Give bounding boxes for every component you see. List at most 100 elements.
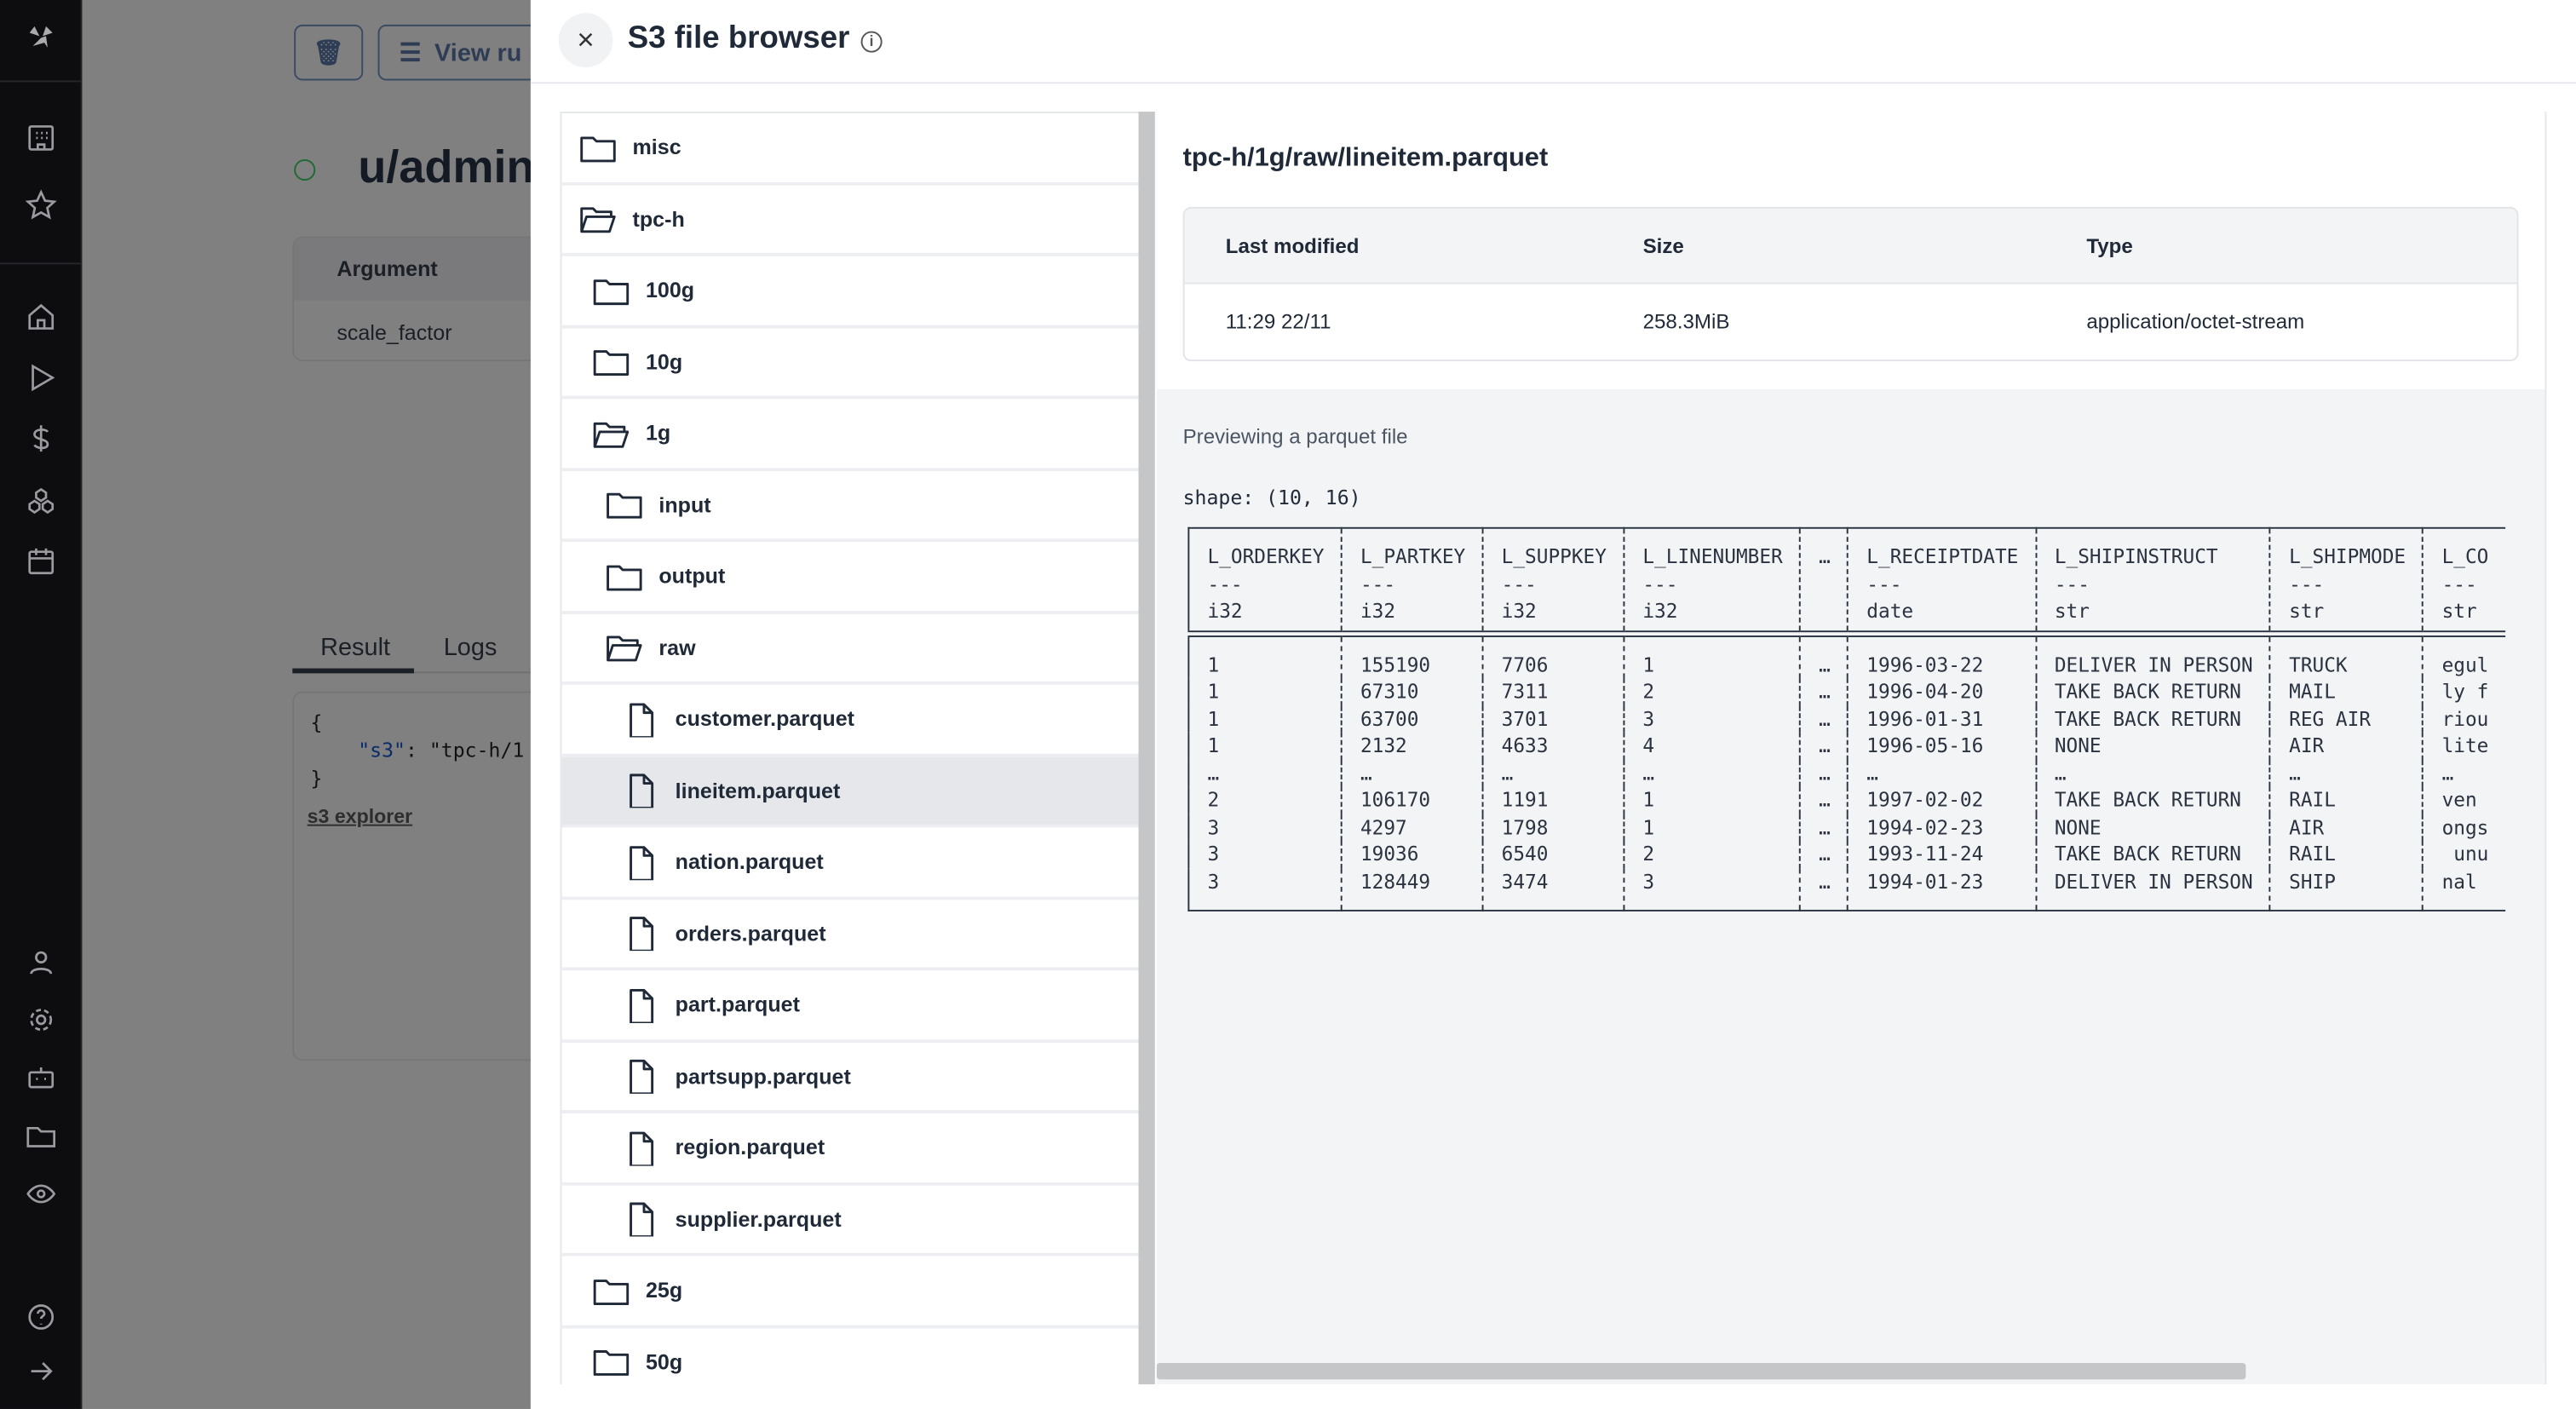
table-row: 1 155190 7706 1… 1996-03-22 DELIVER IN PERSON… xyxy=(1187,633,2505,679)
tree-scrollbar[interactable] xyxy=(1138,112,1155,1385)
view-runs-label: View ru xyxy=(434,38,522,67)
column-header: L_PARTKEY --- i32 xyxy=(1340,527,1483,636)
table-cell: 1997-02-02 xyxy=(1847,786,2036,814)
folder-icon xyxy=(580,135,616,162)
trash-icon: 🗑 xyxy=(313,39,345,68)
size-header: Size xyxy=(1642,234,1684,258)
tree-item[interactable]: 100g xyxy=(561,256,1139,328)
table-cell: NONE xyxy=(2034,732,2270,760)
gear-icon[interactable] xyxy=(25,1004,58,1037)
file-icon xyxy=(630,1060,654,1095)
tree-item[interactable]: customer.parquet xyxy=(561,684,1139,756)
tree-item[interactable]: partsupp.parquet xyxy=(561,1042,1139,1113)
file-icon xyxy=(630,1131,654,1166)
table-cell: 2 xyxy=(1623,840,1800,868)
play-icon[interactable] xyxy=(25,361,58,394)
table-cell: 7706 xyxy=(1481,633,1624,679)
tree-item[interactable]: 1g xyxy=(561,399,1139,471)
table-cell: 2 xyxy=(1187,786,1342,814)
tree-item[interactable]: raw xyxy=(561,612,1139,685)
delete-button[interactable]: 🗑 xyxy=(294,24,364,81)
table-cell: 19036 xyxy=(1340,840,1483,868)
tree-item[interactable]: supplier.parquet xyxy=(561,1184,1139,1257)
tree-item[interactable]: output xyxy=(561,542,1139,613)
table-cell: 1798 xyxy=(1481,814,1624,841)
tree-item[interactable]: tpc-h xyxy=(561,184,1139,256)
table-cell: 155190 xyxy=(1340,633,1483,679)
table-cell: … xyxy=(1187,759,1342,787)
table-cell: … xyxy=(1799,840,1849,868)
tree-item-label: raw xyxy=(658,635,696,660)
table-cell: … xyxy=(1340,759,1483,787)
result-tabs: Result Logs xyxy=(292,630,531,674)
tree-item[interactable]: region.parquet xyxy=(561,1113,1139,1185)
table-cell: 3 xyxy=(1623,704,1800,733)
table-cell: … xyxy=(1799,867,1849,911)
table-cell: 1994-02-23 xyxy=(1847,814,2036,841)
tree-item[interactable]: nation.parquet xyxy=(561,827,1139,900)
tree-item-label: 10g xyxy=(645,349,683,375)
table-cell: NONE xyxy=(2034,814,2270,841)
table-cell: DELIVER IN PERSON xyxy=(2034,867,2270,911)
user-icon[interactable] xyxy=(25,946,58,979)
tab-result[interactable]: Result xyxy=(320,634,391,662)
arrow-right-icon[interactable] xyxy=(25,1354,58,1388)
table-cell: 4633 xyxy=(1481,732,1624,760)
arguments-table: Argument scale_factor xyxy=(292,236,531,362)
windmill-logo-icon[interactable] xyxy=(25,21,58,55)
tree-item[interactable]: input xyxy=(561,470,1139,543)
tree-item-label: partsupp.parquet xyxy=(675,1063,851,1089)
table-cell: 1996-03-22 xyxy=(1847,633,2036,679)
hscroll-thumb[interactable] xyxy=(1156,1362,2246,1380)
folder-open-icon xyxy=(593,422,630,448)
table-cell: TRUCK xyxy=(2268,633,2424,679)
table-cell: 1 xyxy=(1187,732,1342,760)
table-cell: … xyxy=(1799,814,1849,841)
preview-hscrollbar[interactable] xyxy=(1156,1362,2545,1380)
building-icon[interactable] xyxy=(25,122,58,155)
file-icon xyxy=(630,774,654,808)
tab-logs[interactable]: Logs xyxy=(443,634,497,662)
table-cell: ongs xyxy=(2422,814,2505,841)
table-cell: 2132 xyxy=(1340,732,1483,760)
table-cell: REG AIR xyxy=(2268,704,2424,733)
view-runs-button[interactable]: ☰ View ru xyxy=(377,24,531,81)
script-title: u/admin xyxy=(358,141,531,193)
table-row: 1 67310 7311 2… 1996-04-20 TAKE BACK RETURN MA… xyxy=(1187,678,2505,705)
tree-item-label: input xyxy=(658,492,711,517)
type-header: Type xyxy=(2086,234,2133,258)
tree-item[interactable]: part.parquet xyxy=(561,970,1139,1043)
table-cell: … xyxy=(1847,759,2036,787)
table-row: 3 19036 6540 2… 1993-11-24 TAKE BACK RETURN RA… xyxy=(1187,840,2505,868)
bot-icon[interactable] xyxy=(25,1061,58,1094)
tree-item[interactable]: 50g xyxy=(561,1327,1139,1385)
eye-icon[interactable] xyxy=(25,1177,58,1211)
folder-icon xyxy=(607,493,642,520)
table-cell: 6540 xyxy=(1481,840,1624,868)
s3-explorer-link[interactable]: s3 explorer xyxy=(307,804,413,828)
tree-item-label: nation.parquet xyxy=(675,849,824,875)
tree-item[interactable]: 10g xyxy=(561,327,1139,400)
table-cell: lite xyxy=(2422,732,2505,760)
drawer-title: S3 file browser xyxy=(627,21,850,56)
tree-item-label: 1g xyxy=(645,420,671,446)
close-button[interactable]: × xyxy=(558,13,613,68)
tree-item[interactable]: misc xyxy=(561,113,1139,185)
cubes-icon[interactable] xyxy=(25,485,58,518)
star-icon[interactable] xyxy=(25,189,58,222)
tree-item[interactable]: lineitem.parquet xyxy=(561,756,1139,828)
calendar-icon[interactable] xyxy=(25,545,58,578)
file-tree: misc tpc-h 100g 10g 1g input output raw customer… xyxy=(560,112,1139,1385)
help-icon[interactable] xyxy=(25,1301,58,1334)
dollar-icon[interactable] xyxy=(25,422,58,455)
tree-item-label: 100g xyxy=(645,278,695,303)
info-icon[interactable]: i xyxy=(860,31,883,53)
tree-item[interactable]: orders.parquet xyxy=(561,899,1139,971)
table-cell: AIR xyxy=(2268,732,2424,760)
folder-icon[interactable] xyxy=(25,1120,58,1153)
tree-item[interactable]: 25g xyxy=(561,1256,1139,1328)
tree-item-label: 25g xyxy=(645,1278,683,1303)
table-cell: RAIL xyxy=(2268,786,2424,814)
table-cell: TAKE BACK RETURN xyxy=(2034,786,2270,814)
home-icon[interactable] xyxy=(25,301,58,334)
